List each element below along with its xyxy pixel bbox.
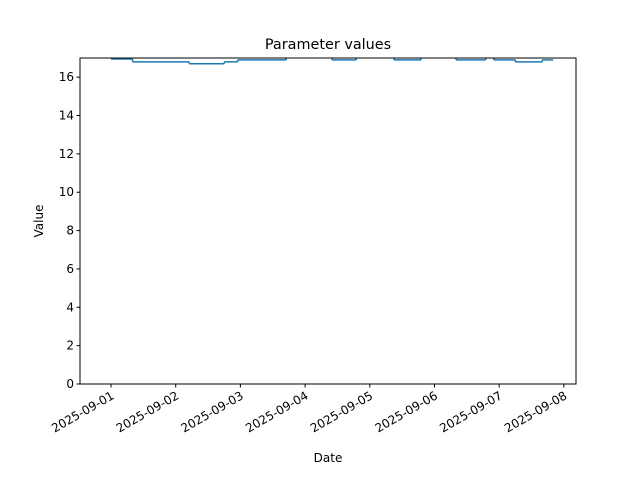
x-tick-label: 2025-09-01 bbox=[49, 388, 116, 435]
x-tick-label: 2025-09-07 bbox=[437, 388, 504, 435]
x-tick-label: 2025-09-04 bbox=[243, 388, 310, 435]
x-tick-label: 2025-09-05 bbox=[308, 388, 375, 435]
y-tick-label: 6 bbox=[66, 262, 74, 276]
y-tick-label: 0 bbox=[66, 377, 74, 391]
y-tick-label: 10 bbox=[59, 185, 74, 199]
y-tick-label: 16 bbox=[59, 70, 74, 84]
x-axis-label: Date bbox=[314, 451, 343, 465]
y-tick-label: 4 bbox=[66, 300, 74, 314]
y-axis-label: Value bbox=[32, 205, 46, 238]
y-tick-label: 12 bbox=[59, 147, 74, 161]
y-tick-label: 2 bbox=[66, 339, 74, 353]
plot-area bbox=[111, 58, 554, 65]
y-tick-label: 14 bbox=[59, 109, 74, 123]
axes-frame bbox=[79, 57, 577, 385]
x-tick-label: 2025-09-06 bbox=[373, 388, 440, 435]
y-tick-label: 8 bbox=[66, 224, 74, 238]
x-tick-label: 2025-09-02 bbox=[114, 388, 181, 435]
x-tick-label: 2025-09-08 bbox=[502, 388, 569, 435]
x-tick-label: 2025-09-03 bbox=[178, 388, 245, 435]
chart-title: Parameter values bbox=[265, 37, 391, 53]
